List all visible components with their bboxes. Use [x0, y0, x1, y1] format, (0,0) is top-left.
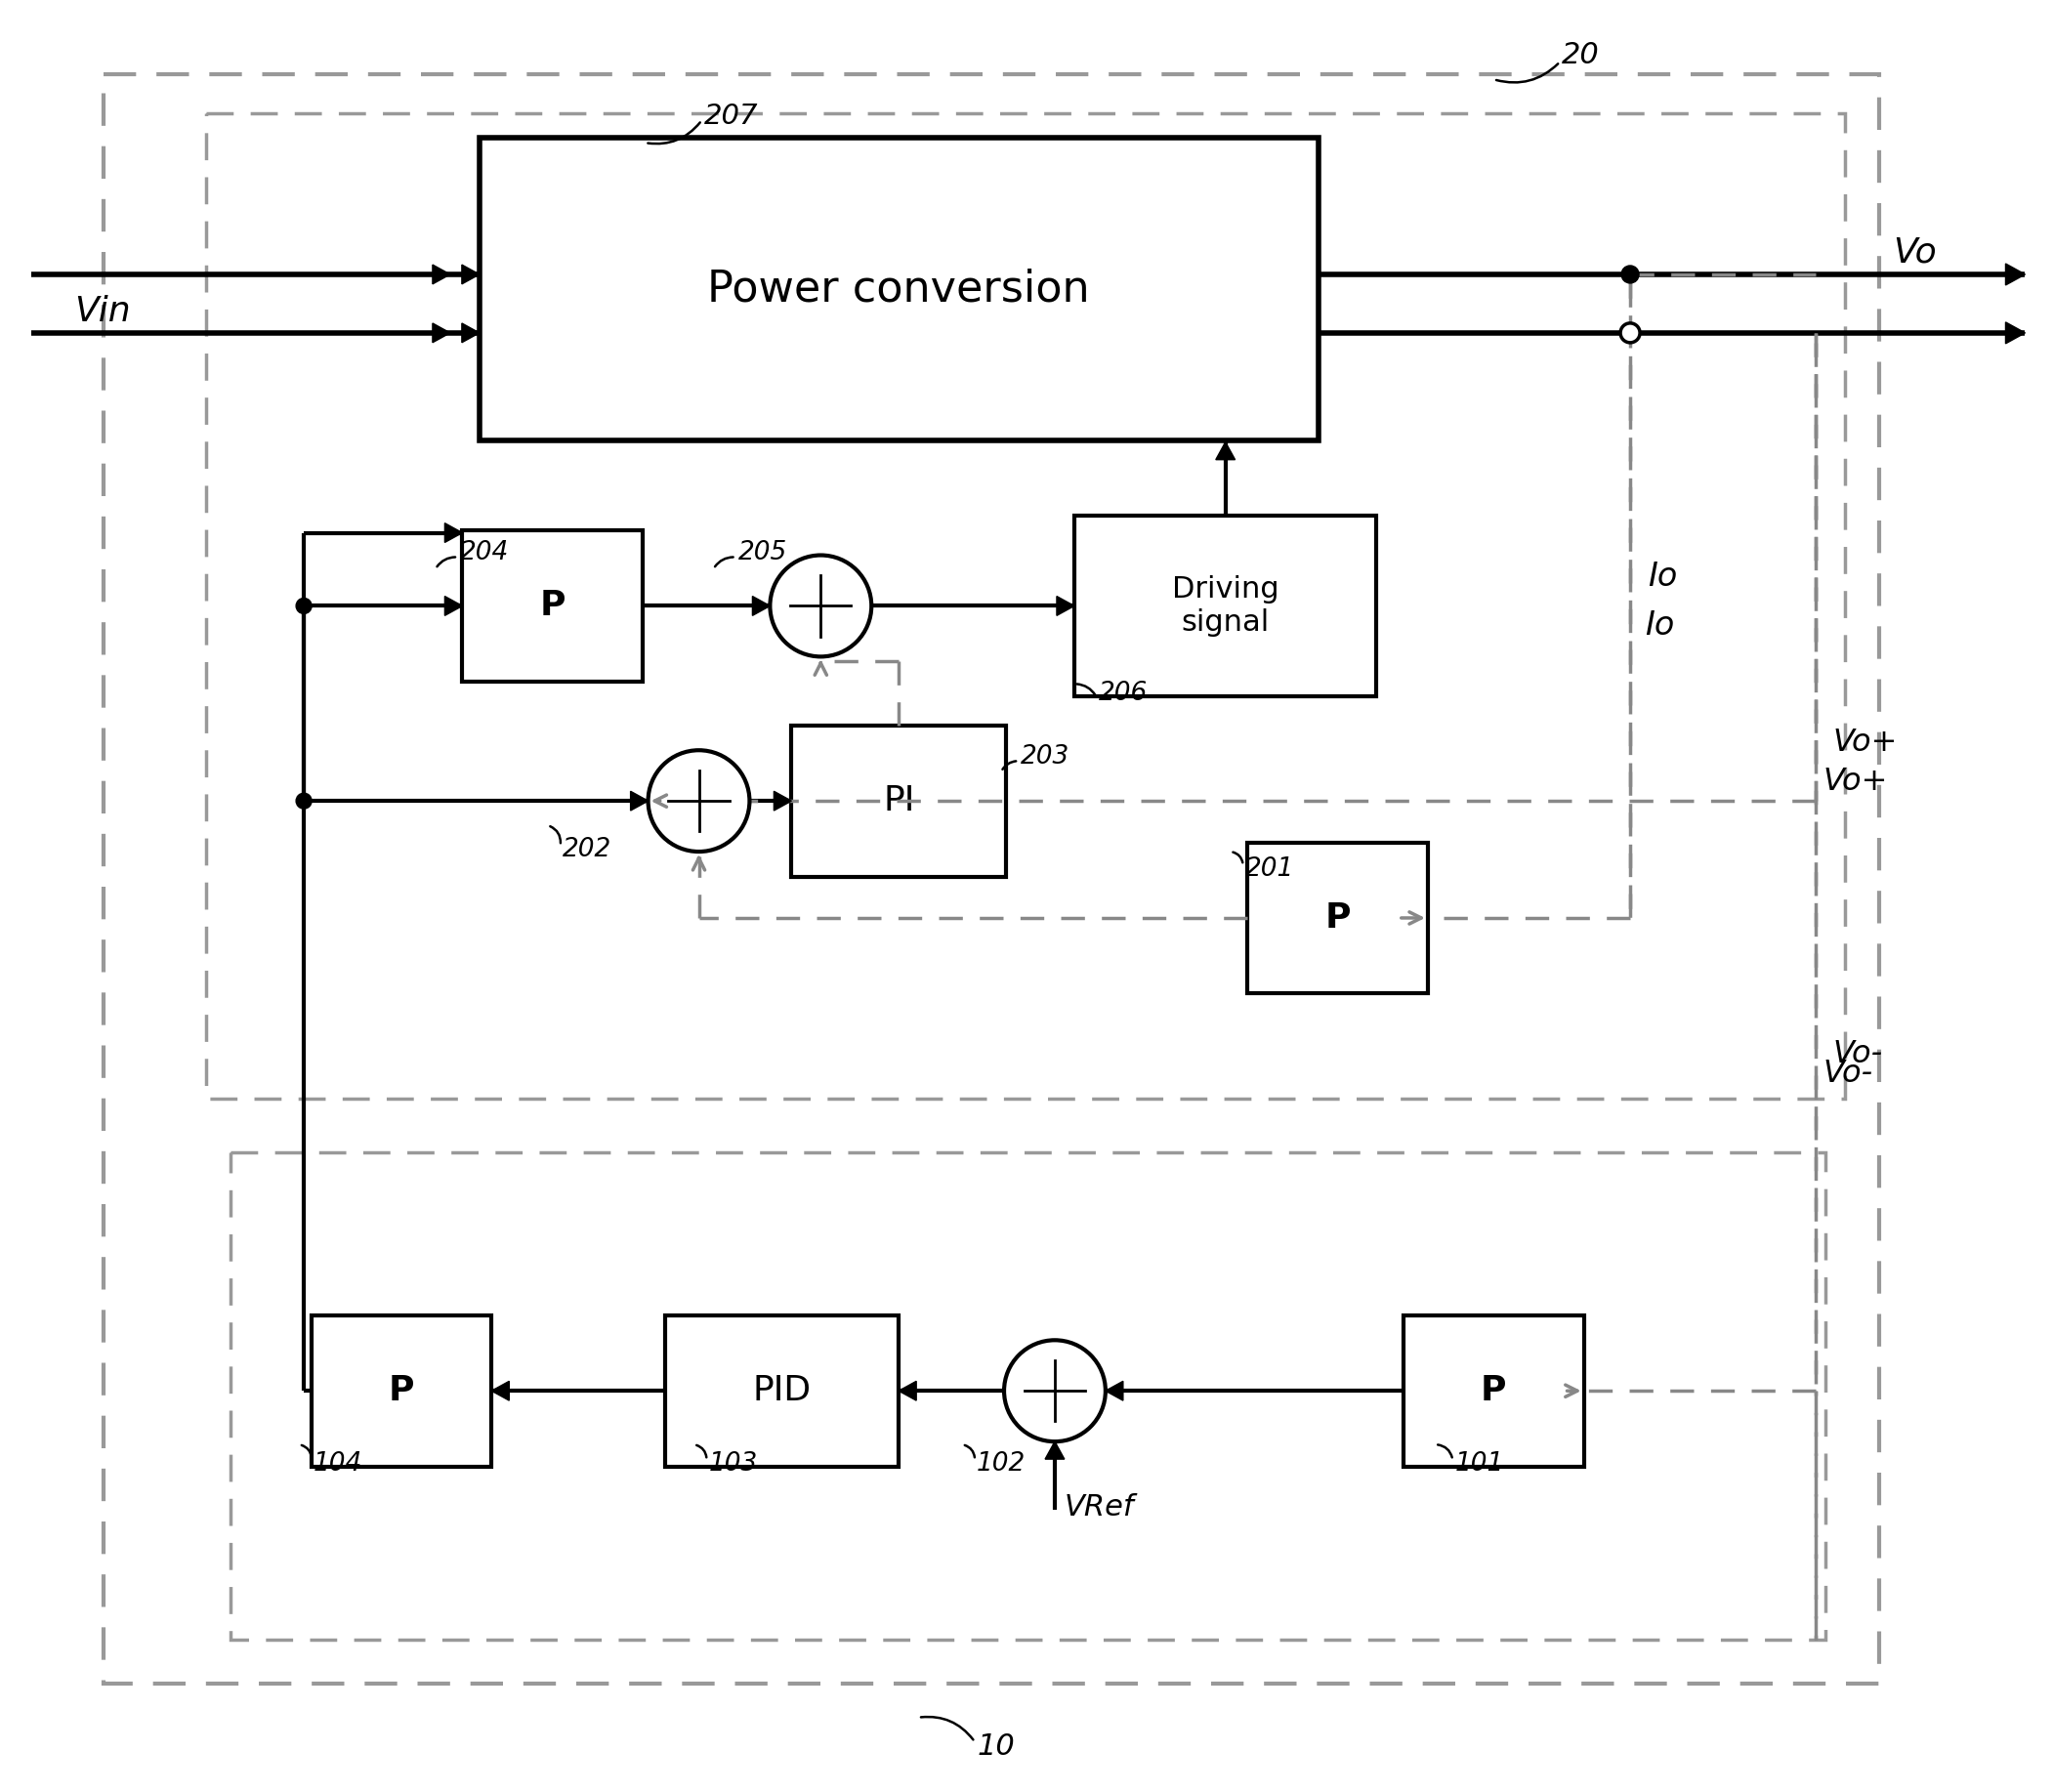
Bar — [792, 726, 1006, 876]
Polygon shape — [1045, 1441, 1063, 1459]
Polygon shape — [433, 323, 450, 342]
Bar — [1074, 516, 1378, 695]
Circle shape — [770, 556, 870, 656]
Bar — [230, 1152, 1825, 1640]
Text: 20: 20 — [1562, 41, 1599, 70]
Text: Io: Io — [1649, 561, 1677, 593]
Circle shape — [1620, 323, 1640, 342]
Text: P: P — [1480, 1374, 1507, 1407]
Polygon shape — [462, 323, 480, 342]
Polygon shape — [630, 792, 649, 810]
Polygon shape — [1105, 1382, 1123, 1401]
Text: 206: 206 — [1098, 681, 1148, 706]
Text: VRef: VRef — [1066, 1493, 1135, 1521]
Text: 101: 101 — [1456, 1452, 1503, 1477]
Text: PI: PI — [883, 785, 914, 817]
Text: Driving
signal: Driving signal — [1172, 575, 1279, 636]
Text: 204: 204 — [460, 539, 509, 564]
Polygon shape — [1215, 443, 1236, 459]
Text: 203: 203 — [1020, 744, 1070, 771]
Circle shape — [296, 794, 312, 808]
Text: +: + — [1061, 1394, 1080, 1414]
Text: 207: 207 — [704, 102, 758, 131]
Text: Vo: Vo — [1893, 237, 1938, 269]
Text: 201: 201 — [1244, 857, 1293, 882]
Bar — [462, 530, 643, 681]
Text: P: P — [388, 1374, 415, 1407]
Text: +: + — [1031, 1367, 1047, 1387]
Bar — [1248, 842, 1427, 993]
Polygon shape — [433, 265, 450, 285]
Text: P: P — [1324, 901, 1351, 935]
Text: Power conversion: Power conversion — [708, 269, 1090, 310]
Text: −: − — [675, 806, 692, 826]
Text: 104: 104 — [314, 1452, 363, 1477]
Circle shape — [1622, 265, 1638, 283]
Text: Vin: Vin — [74, 296, 131, 328]
Text: P: P — [540, 590, 565, 622]
Bar — [207, 113, 1846, 1098]
Text: Vo+: Vo+ — [1823, 767, 1889, 797]
Text: 102: 102 — [977, 1452, 1026, 1477]
Text: Vo-: Vo- — [1833, 1039, 1883, 1070]
Polygon shape — [2006, 263, 2024, 285]
Polygon shape — [774, 792, 792, 810]
Text: Io: Io — [1644, 609, 1675, 642]
Text: +: + — [797, 582, 813, 602]
Circle shape — [296, 599, 312, 613]
Bar — [312, 1315, 491, 1466]
Text: 202: 202 — [563, 837, 612, 862]
Polygon shape — [1057, 597, 1074, 616]
Text: 205: 205 — [737, 539, 786, 564]
Bar — [105, 75, 1878, 1683]
Circle shape — [649, 751, 749, 851]
Text: 10: 10 — [977, 1733, 1014, 1762]
Bar — [480, 138, 1318, 441]
Circle shape — [1004, 1340, 1105, 1441]
Text: Vo-: Vo- — [1823, 1059, 1872, 1090]
Polygon shape — [491, 1382, 509, 1401]
Polygon shape — [753, 597, 770, 616]
Text: +: + — [827, 609, 846, 629]
Text: +: + — [675, 778, 692, 797]
Text: 103: 103 — [708, 1452, 758, 1477]
Polygon shape — [899, 1382, 916, 1401]
Text: Vo+: Vo+ — [1833, 728, 1897, 758]
Bar — [1404, 1315, 1583, 1466]
Polygon shape — [462, 265, 480, 285]
Text: PID: PID — [751, 1374, 811, 1407]
Polygon shape — [2006, 323, 2024, 344]
Bar — [665, 1315, 899, 1466]
Polygon shape — [446, 523, 462, 543]
Polygon shape — [446, 597, 462, 616]
